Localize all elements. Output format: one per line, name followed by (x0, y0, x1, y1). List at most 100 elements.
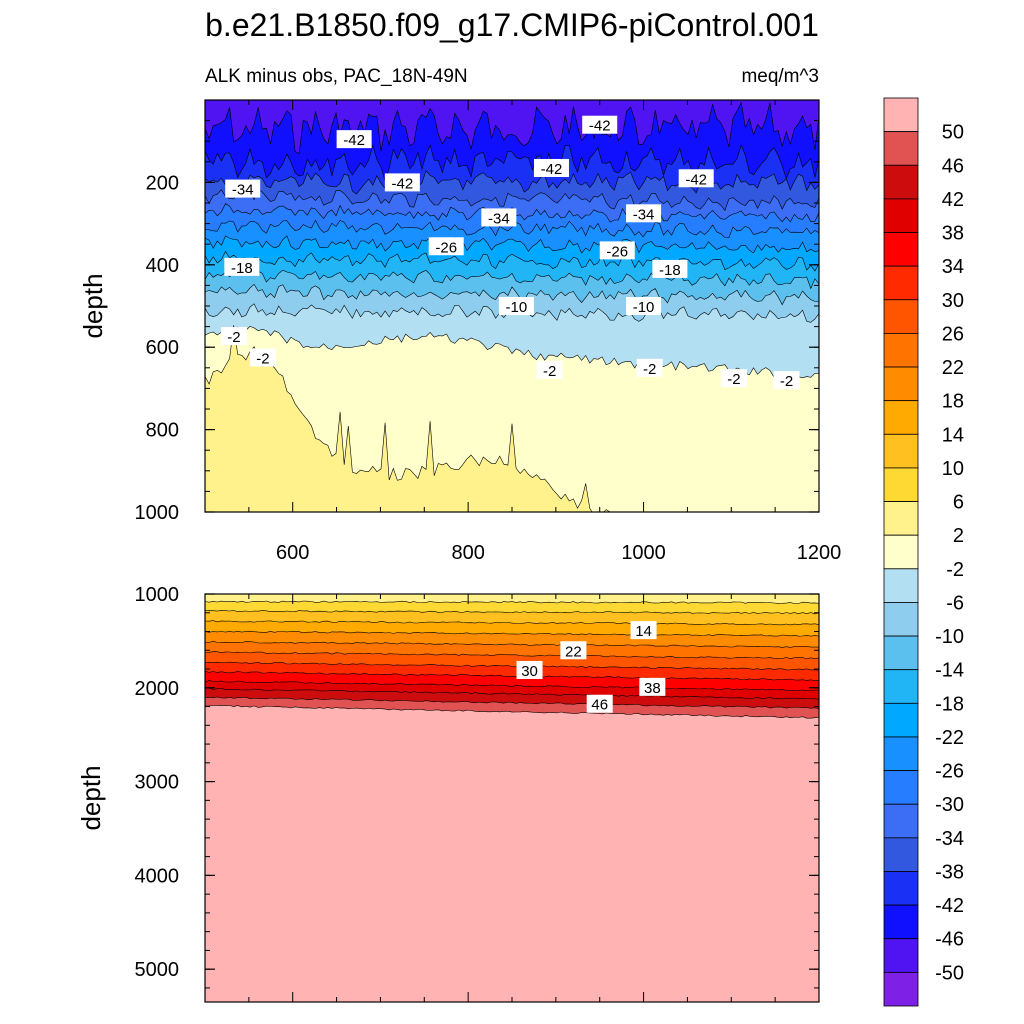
colorbar-swatch (883, 433, 919, 469)
bottom-contour-line (205, 640, 819, 648)
top-contour-line (205, 283, 819, 306)
top-y-tick-label: 1000 (135, 502, 180, 524)
bottom-y-tick-label: 3000 (135, 772, 180, 794)
top-contour-label: -42 (384, 173, 420, 192)
top-contour-label: -42 (336, 130, 372, 149)
colorbar-label: -38 (935, 861, 964, 883)
colorbar-swatch (883, 971, 919, 1007)
top-contour-line (205, 325, 819, 512)
colorbar-swatch (883, 770, 919, 805)
bottom-contour-line (205, 651, 819, 660)
colorbar-label: 14 (942, 424, 964, 446)
top-contour-label: -2 (720, 369, 747, 388)
svg-text:-2: -2 (227, 329, 240, 346)
bottom-contour-line (205, 600, 819, 604)
top-panel: -42 -42 -42 -42 -42 -34 -34 -34 -26 -26 -18 -18 -10 -… (78, 99, 841, 564)
svg-text:-26: -26 (606, 243, 628, 260)
colorbar-swatch (883, 333, 919, 368)
bottom-contour-label: 14 (630, 621, 657, 640)
bottom-contour-label: 46 (586, 694, 613, 714)
colorbar-swatch (883, 803, 919, 839)
bottom-contour-line (205, 661, 819, 671)
colorbar-swatch (883, 904, 919, 940)
colorbar-label: 10 (942, 458, 964, 480)
top-contour-label: -2 (220, 327, 247, 346)
colorbar-label: -22 (935, 727, 964, 749)
bottom-contour-line (205, 609, 819, 615)
colorbar: 50 46 42 38 34 30 26 22 18 14 10 6 2 -2 -6 -10 -14 -18 -22… (883, 97, 964, 1007)
top-contour-label: -34 (626, 204, 662, 223)
colorbar-swatch (883, 501, 919, 536)
colorbar-label: -6 (946, 592, 964, 614)
top-y-tick-label: 800 (146, 420, 179, 442)
bottom-panel: 14 22 30 38 46 1000 2000 3000 4000 5000 depth (76, 584, 820, 1003)
colorbar-swatch (883, 366, 919, 402)
svg-text:-42: -42 (685, 171, 707, 188)
colorbar-swatch (883, 871, 919, 906)
bottom-y-tick-label: 4000 (135, 865, 180, 887)
top-contour-label: -42 (582, 115, 618, 135)
colorbar-label: -2 (946, 559, 964, 581)
colorbar-swatch (883, 702, 919, 738)
colorbar-label: -42 (935, 895, 964, 917)
colorbar-swatch (883, 232, 919, 267)
colorbar-swatch (883, 568, 919, 603)
colorbar-swatch (883, 938, 919, 973)
top-contour-label: -2 (536, 360, 563, 380)
svg-text:-2: -2 (256, 351, 269, 368)
colorbar-label: 50 (942, 122, 964, 144)
bottom-y-axis-label: depth (76, 765, 106, 830)
bottom-contour-line (205, 671, 819, 682)
colorbar-label: 22 (942, 357, 964, 379)
colorbar-swatch (883, 97, 919, 133)
colorbar-swatch (883, 265, 919, 301)
top-contour-label: -34 (481, 208, 517, 227)
colorbar-label: 42 (942, 189, 964, 211)
x-tick-label: 800 (451, 542, 484, 564)
x-tick-label: 1000 (621, 542, 666, 564)
top-contour-line (205, 188, 819, 212)
bottom-contour-band (205, 705, 819, 1002)
bottom-contour-label: 22 (560, 641, 587, 660)
colorbar-swatch (883, 131, 919, 166)
top-contour-line (205, 235, 819, 254)
colorbar-label: 30 (942, 290, 964, 312)
top-contour-label: -2 (249, 348, 276, 368)
svg-text:-26: -26 (435, 239, 457, 256)
top-contour-line (205, 250, 819, 272)
top-contour-label: -42 (678, 169, 714, 188)
colorbar-label: 18 (942, 391, 964, 413)
top-contour-label: -10 (626, 297, 662, 316)
top-y-axis-label: depth (78, 273, 108, 338)
svg-text:-2: -2 (727, 371, 740, 388)
colorbar-label: -34 (935, 828, 964, 850)
colorbar-swatch (883, 602, 919, 637)
bottom-y-tick-label: 2000 (135, 678, 180, 700)
top-contour-line (205, 219, 819, 239)
colorbar-swatch (883, 299, 919, 334)
bottom-y-tick-label: 5000 (135, 959, 180, 981)
top-contour-line (205, 203, 819, 223)
svg-text:-18: -18 (659, 262, 681, 279)
svg-text:-42: -42 (541, 161, 563, 178)
svg-text:-2: -2 (543, 363, 556, 380)
top-contour-line (205, 269, 819, 290)
svg-text:-42: -42 (589, 118, 611, 135)
top-contour-line (205, 326, 819, 379)
top-contour-label: -2 (773, 371, 800, 390)
colorbar-swatch (883, 400, 919, 435)
colorbar-label: 6 (953, 492, 964, 514)
top-contour-line (205, 144, 819, 182)
top-contour-band (205, 325, 819, 512)
colorbar-swatch (883, 534, 919, 570)
svg-text:-10: -10 (506, 299, 528, 316)
svg-text:46: 46 (591, 697, 608, 714)
top-contour-label: -18 (224, 257, 260, 277)
top-contour-label: -26 (428, 237, 464, 256)
bottom-contour-label: 30 (516, 660, 543, 680)
svg-text:-10: -10 (633, 299, 655, 316)
bottom-contour-line (205, 687, 819, 700)
chart-units-label: meq/m^3 (741, 66, 819, 87)
top-y-tick-label: 200 (146, 172, 179, 194)
top-y-tick-label: 600 (146, 337, 179, 359)
